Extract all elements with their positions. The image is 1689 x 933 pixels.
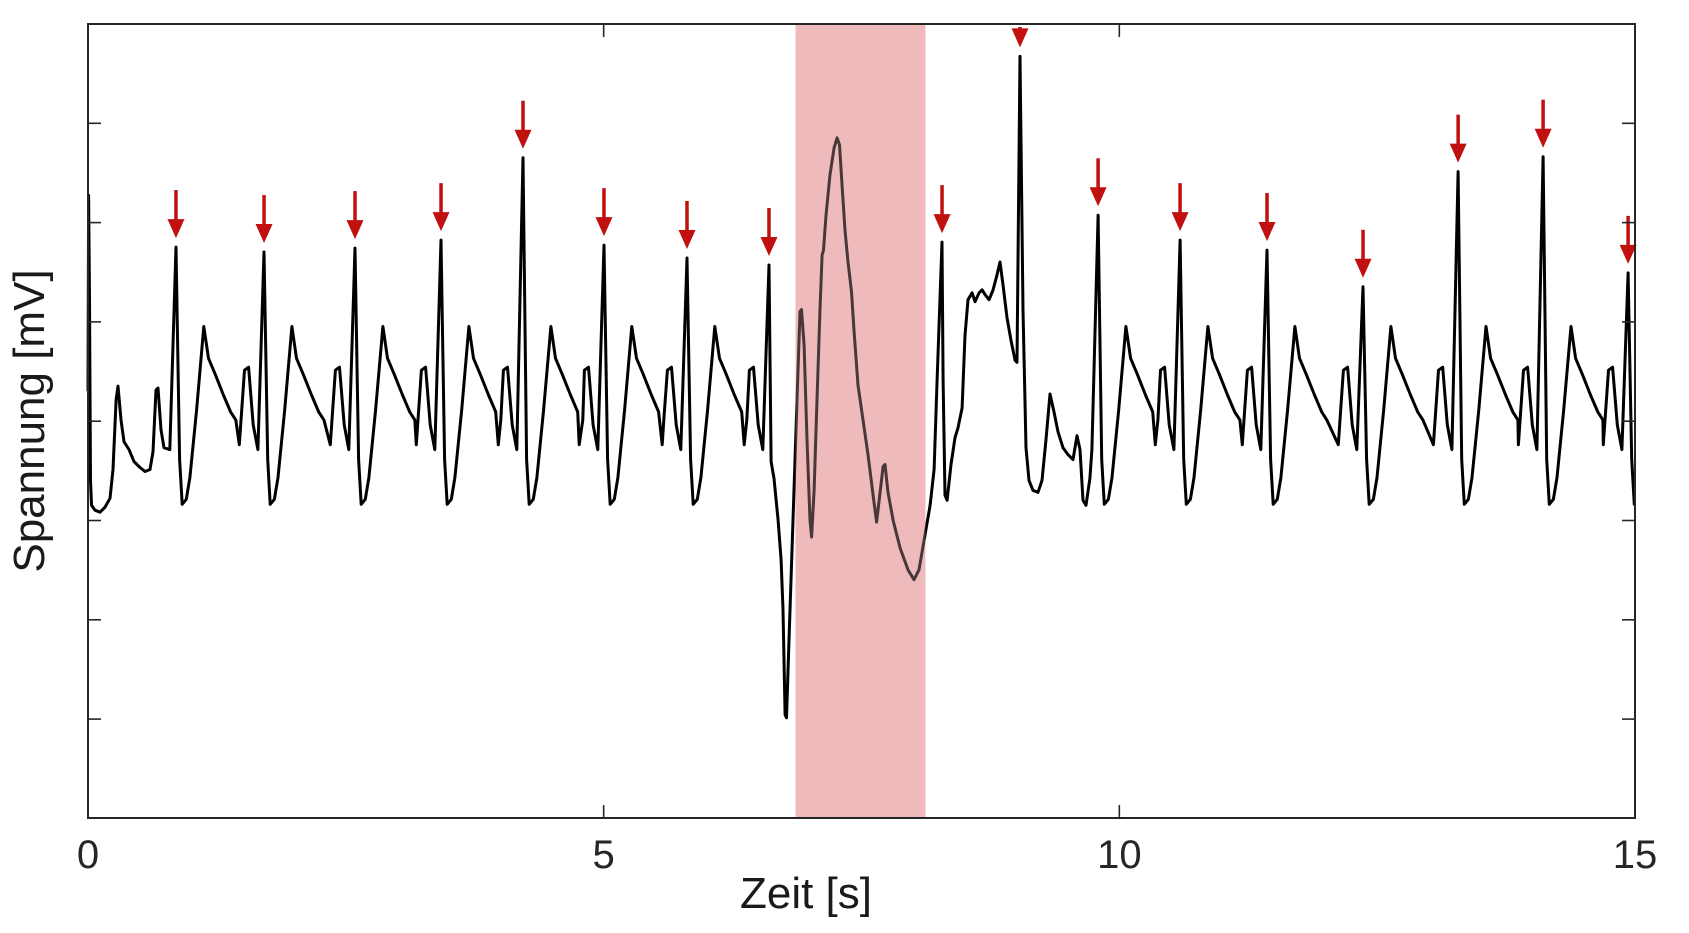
r-peak-arrow xyxy=(1449,114,1467,163)
ecg-waveform xyxy=(86,54,1636,720)
arrow-head-icon xyxy=(1449,143,1467,163)
arrow-head-icon xyxy=(346,220,364,240)
r-peak-arrow xyxy=(595,188,613,237)
ecg-trace xyxy=(86,54,1636,720)
r-peak-arrow xyxy=(678,201,696,250)
r-peak-arrow xyxy=(1171,183,1189,232)
axis-labels: Zeit [s] Spannung [mV] xyxy=(5,269,872,918)
arrow-head-icon xyxy=(255,224,273,244)
r-peak-arrow xyxy=(933,185,951,234)
x-tick-label: 5 xyxy=(593,833,615,877)
arrow-head-icon xyxy=(1354,258,1372,278)
arrow-head-icon xyxy=(1089,187,1107,207)
axes: 0 5 10 15 xyxy=(77,23,1658,877)
r-peak-arrow xyxy=(167,190,185,239)
arrow-head-icon xyxy=(432,212,450,232)
arrow-head-icon xyxy=(1171,212,1189,232)
arrow-head-icon xyxy=(678,230,696,250)
arrow-head-icon xyxy=(1534,128,1552,148)
r-peak-arrow xyxy=(255,195,273,244)
arrow-head-icon xyxy=(167,219,185,239)
r-peak-arrow xyxy=(432,183,450,232)
highlight-band-tint xyxy=(795,25,926,817)
r-peak-arrow xyxy=(1011,27,1029,48)
arrow-head-icon xyxy=(595,217,613,237)
r-peak-arrow xyxy=(346,191,364,240)
arrow-head-icon xyxy=(514,129,532,149)
y-axis-label: Spannung [mV] xyxy=(5,269,54,572)
arrow-head-icon xyxy=(1011,28,1029,48)
r-peak-arrow xyxy=(1258,193,1276,242)
arrow-head-icon xyxy=(1258,222,1276,242)
arrow-head-icon xyxy=(1619,244,1637,264)
r-peak-arrow xyxy=(1089,158,1107,207)
r-peak-arrow xyxy=(1619,215,1637,264)
r-peak-arrow xyxy=(760,207,778,256)
r-peak-arrow xyxy=(514,100,532,149)
x-tick-label: 0 xyxy=(77,833,99,877)
arrow-head-icon xyxy=(933,214,951,234)
r-peak-arrow xyxy=(1534,99,1552,148)
r-peak-arrow xyxy=(1354,229,1372,278)
x-axis-label: Zeit [s] xyxy=(740,869,872,918)
artifact-band-tint xyxy=(795,25,926,817)
x-tick-label: 15 xyxy=(1613,833,1658,877)
x-tick-label: 10 xyxy=(1097,833,1142,877)
r-peak-arrows xyxy=(167,27,1637,278)
arrow-head-icon xyxy=(760,236,778,256)
